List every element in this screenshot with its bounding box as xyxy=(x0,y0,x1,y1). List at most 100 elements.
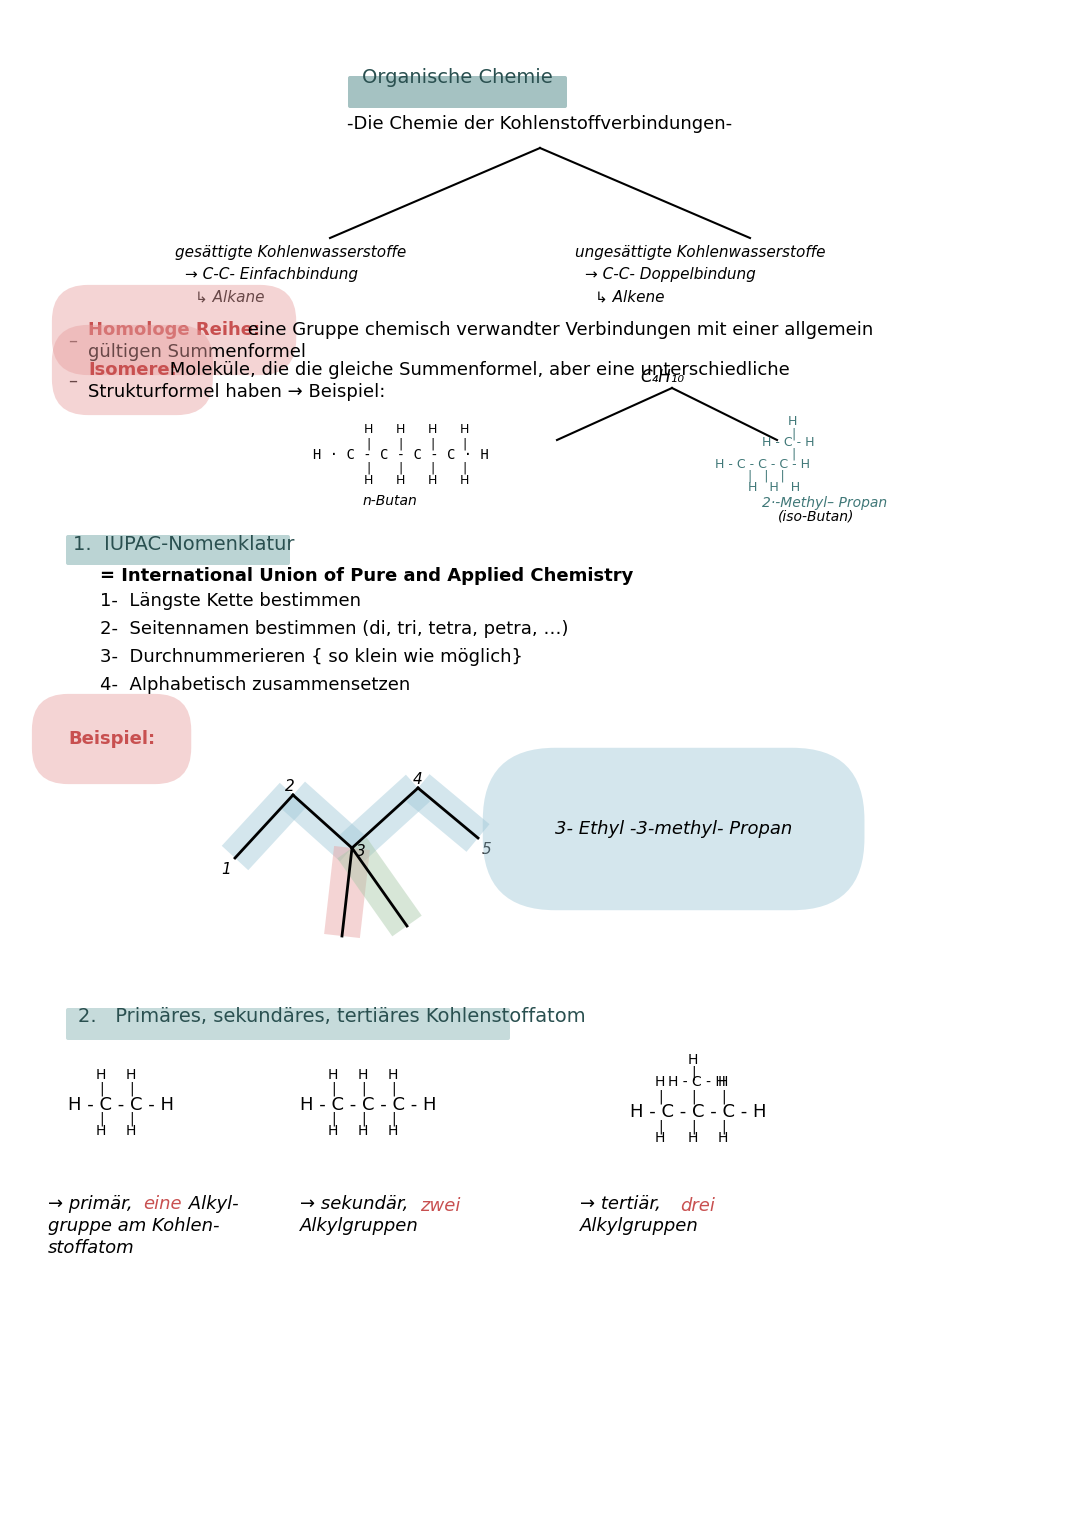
Polygon shape xyxy=(406,774,489,852)
Text: H: H xyxy=(357,1067,368,1083)
Polygon shape xyxy=(324,846,369,938)
Text: 3-  Durchnummerieren { so klein wie möglich}: 3- Durchnummerieren { so klein wie mögli… xyxy=(100,647,523,666)
Text: |: | xyxy=(430,463,434,475)
Text: eine: eine xyxy=(143,1196,181,1212)
Text: Alkylgruppen: Alkylgruppen xyxy=(580,1217,699,1235)
Text: |: | xyxy=(462,438,467,450)
Text: H: H xyxy=(718,1132,728,1145)
Text: → primär,: → primär, xyxy=(48,1196,138,1212)
Text: |: | xyxy=(791,428,795,440)
Text: H: H xyxy=(459,473,469,487)
Text: drei: drei xyxy=(680,1197,715,1215)
Text: H: H xyxy=(654,1075,665,1089)
Text: zwei: zwei xyxy=(420,1197,460,1215)
Text: H - C - H: H - C - H xyxy=(669,1075,726,1089)
Text: |: | xyxy=(791,447,795,461)
Text: |: | xyxy=(430,438,434,450)
Text: |: | xyxy=(462,463,467,475)
FancyBboxPatch shape xyxy=(66,1008,510,1040)
Text: |: | xyxy=(129,1083,134,1096)
Text: |: | xyxy=(397,463,402,475)
Text: |: | xyxy=(99,1083,104,1096)
Text: H - C - C - H: H - C - C - H xyxy=(68,1096,174,1115)
Text: C₄H₁₀: C₄H₁₀ xyxy=(640,368,684,386)
Text: H: H xyxy=(428,423,436,437)
Text: H: H xyxy=(388,1067,399,1083)
Text: H   H   H: H H H xyxy=(748,481,800,495)
Text: |: | xyxy=(691,1119,696,1133)
Text: H: H xyxy=(388,1124,399,1138)
Text: 1.  IUPAC-Nomenklatur: 1. IUPAC-Nomenklatur xyxy=(73,534,295,554)
Text: n-Butan: n-Butan xyxy=(363,495,417,508)
Text: H: H xyxy=(395,423,405,437)
Text: H: H xyxy=(96,1067,106,1083)
Text: |: | xyxy=(391,1083,395,1096)
Text: → tertiär,: → tertiär, xyxy=(580,1196,666,1212)
Text: gültigen Summenformel: gültigen Summenformel xyxy=(87,344,306,360)
Text: H: H xyxy=(788,415,797,428)
Text: H - C - C - C - H: H - C - C - C - H xyxy=(715,458,810,470)
Text: 3: 3 xyxy=(356,844,366,860)
Text: H: H xyxy=(357,1124,368,1138)
Text: H: H xyxy=(654,1132,665,1145)
Text: |: | xyxy=(691,1089,696,1104)
Text: |: | xyxy=(721,1119,726,1133)
FancyBboxPatch shape xyxy=(66,534,291,565)
Text: gruppe am Kohlen-: gruppe am Kohlen- xyxy=(48,1217,219,1235)
Text: |: | xyxy=(129,1112,134,1127)
Text: stoffatom: stoffatom xyxy=(48,1238,135,1257)
Polygon shape xyxy=(221,783,307,870)
Text: H: H xyxy=(428,473,436,487)
Text: H: H xyxy=(96,1124,106,1138)
Text: H: H xyxy=(328,1124,338,1138)
Text: |: | xyxy=(397,438,402,450)
Text: 2-  Seitennamen bestimmen (di, tri, tetra, petra, …): 2- Seitennamen bestimmen (di, tri, tetra… xyxy=(100,620,568,638)
Text: gesättigte Kohlenwasserstoffe: gesättigte Kohlenwasserstoffe xyxy=(175,244,406,260)
Text: ↳ Alkene: ↳ Alkene xyxy=(595,289,664,304)
FancyBboxPatch shape xyxy=(348,76,567,108)
Text: H: H xyxy=(688,1132,699,1145)
Text: Alkyl-: Alkyl- xyxy=(183,1196,239,1212)
Text: H: H xyxy=(328,1067,338,1083)
Text: -Die Chemie der Kohlenstoffverbindungen-: -Die Chemie der Kohlenstoffverbindungen- xyxy=(348,115,732,133)
Polygon shape xyxy=(281,782,364,861)
Text: 4-  Alphabetisch zusammensetzen: 4- Alphabetisch zusammensetzen xyxy=(100,676,410,693)
Text: (iso-Butan): (iso-Butan) xyxy=(778,510,854,524)
Text: H - C - C - C - H: H - C - C - C - H xyxy=(300,1096,436,1115)
Text: 1-  Längste Kette bestimmen: 1- Längste Kette bestimmen xyxy=(100,592,361,609)
Text: H: H xyxy=(363,473,373,487)
Text: |: | xyxy=(361,1083,366,1096)
Text: H: H xyxy=(126,1124,136,1138)
Text: 5: 5 xyxy=(482,841,491,857)
Text: Homologe Reihe:: Homologe Reihe: xyxy=(87,321,260,339)
Text: |: | xyxy=(330,1083,336,1096)
Text: ↳ Alkane: ↳ Alkane xyxy=(195,289,265,304)
Text: |: | xyxy=(691,1064,696,1080)
Text: 2·-Methyl– Propan: 2·-Methyl– Propan xyxy=(762,496,887,510)
Text: –: – xyxy=(68,331,77,350)
Text: |: | xyxy=(99,1112,104,1127)
Text: Alkylgruppen: Alkylgruppen xyxy=(300,1217,419,1235)
Text: |: | xyxy=(721,1089,726,1104)
Text: |: | xyxy=(658,1089,663,1104)
Text: Beispiel:: Beispiel: xyxy=(68,730,156,748)
Text: |: | xyxy=(658,1119,663,1133)
Text: → sekundär,: → sekundär, xyxy=(300,1196,414,1212)
Text: –: – xyxy=(68,373,77,389)
Text: ungesättigte Kohlenwasserstoffe: ungesättigte Kohlenwasserstoffe xyxy=(575,244,825,260)
Text: |: | xyxy=(330,1112,336,1127)
Text: H: H xyxy=(718,1075,728,1089)
Text: 2: 2 xyxy=(285,779,295,794)
Text: 3- Ethyl -3-methyl- Propan: 3- Ethyl -3-methyl- Propan xyxy=(555,820,793,838)
Polygon shape xyxy=(337,838,421,936)
Text: H: H xyxy=(688,1054,699,1067)
Text: Organische Chemie: Organische Chemie xyxy=(362,69,552,87)
Text: |: | xyxy=(366,438,370,450)
Text: |   |   |: | | | xyxy=(748,470,785,483)
Text: Moleküle, die die gleiche Summenformel, aber eine unterschiedliche: Moleküle, die die gleiche Summenformel, … xyxy=(164,360,789,379)
Polygon shape xyxy=(340,774,430,861)
Text: H: H xyxy=(459,423,469,437)
Text: 4: 4 xyxy=(413,773,422,786)
Text: H: H xyxy=(363,423,373,437)
Text: 2.   Primäres, sekundäres, tertiäres Kohlenstoffatom: 2. Primäres, sekundäres, tertiäres Kohle… xyxy=(78,1006,585,1026)
